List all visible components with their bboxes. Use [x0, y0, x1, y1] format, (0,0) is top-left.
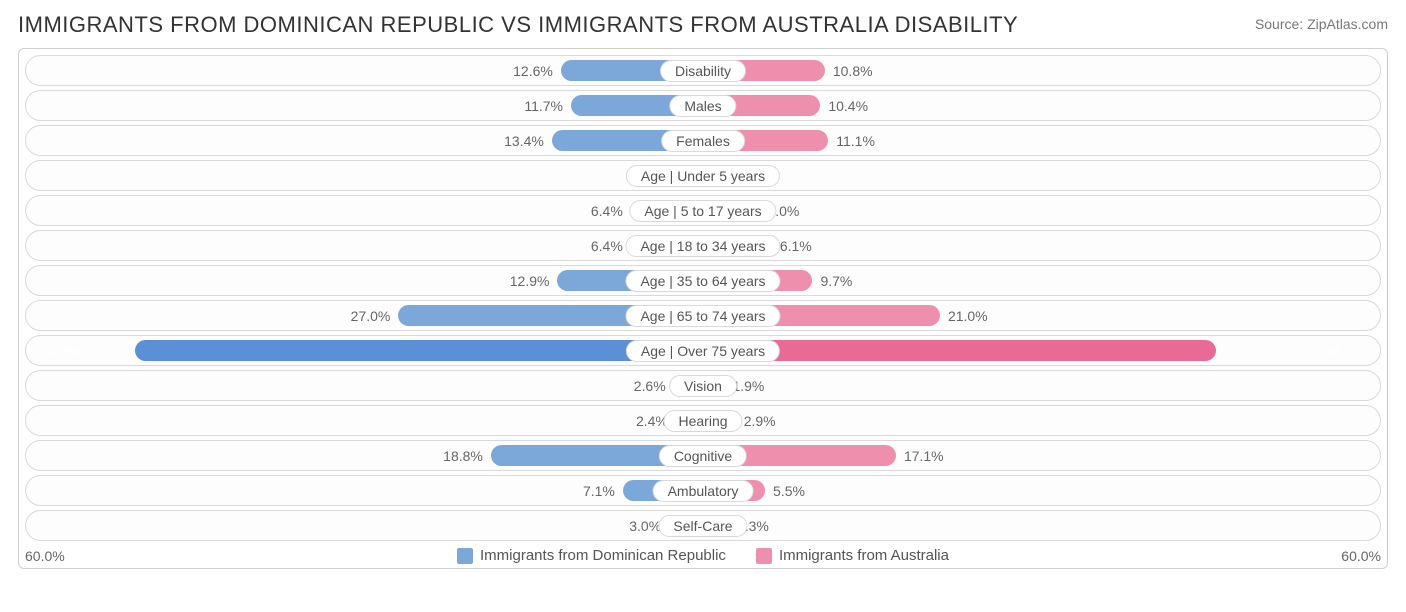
- chart-row: 1.1%1.2%Age | Under 5 years: [25, 160, 1381, 191]
- row-right-half: 9.7%: [703, 266, 1380, 295]
- row-left-half: 6.4%: [26, 231, 703, 260]
- row-right-half: 2.9%: [703, 406, 1380, 435]
- axis-max-right: 60.0%: [1341, 548, 1381, 564]
- bar-left: [135, 340, 703, 361]
- legend-item-left: Immigrants from Dominican Republic: [457, 547, 726, 564]
- value-label-left: 18.8%: [443, 441, 483, 470]
- value-label-left: 7.1%: [583, 476, 615, 505]
- chart-row: 50.3% 45.5% Age | Over 75 years: [25, 335, 1381, 366]
- chart-row: 11.7% 10.4% Males: [25, 90, 1381, 121]
- legend: Immigrants from Dominican Republic Immig…: [65, 547, 1342, 564]
- value-label-right: 45.5%: [1326, 336, 1366, 365]
- row-right-half: 17.1%: [703, 441, 1380, 470]
- category-label: Age | Under 5 years: [626, 165, 780, 187]
- chart-area: 12.6% 10.8% Disability 11.7% 10.4% Males 13.4%…: [18, 48, 1388, 569]
- row-right-half: 10.4%: [703, 91, 1380, 120]
- value-label-right: 17.1%: [904, 441, 944, 470]
- value-label-left: 6.4%: [591, 196, 623, 225]
- row-left-half: 11.7%: [26, 91, 703, 120]
- value-label-right: 5.5%: [773, 476, 805, 505]
- row-left-half: 6.4%: [26, 196, 703, 225]
- chart-footer: 60.0% Immigrants from Dominican Republic…: [25, 547, 1381, 564]
- row-right-half: 11.1%: [703, 126, 1380, 155]
- row-left-half: 13.4%: [26, 126, 703, 155]
- value-label-left: 2.6%: [634, 371, 666, 400]
- category-label: Ambulatory: [653, 480, 754, 502]
- bar-right: [703, 340, 1216, 361]
- row-left-half: 7.1%: [26, 476, 703, 505]
- row-right-half: 2.3%: [703, 511, 1380, 540]
- row-right-half: 6.1%: [703, 231, 1380, 260]
- header: IMMIGRANTS FROM DOMINICAN REPUBLIC VS IM…: [18, 12, 1388, 38]
- category-label: Disability: [660, 60, 746, 82]
- chart-row: 27.0% 21.0% Age | 65 to 74 years: [25, 300, 1381, 331]
- category-label: Hearing: [663, 410, 742, 432]
- chart-row: 7.1% 5.5% Ambulatory: [25, 475, 1381, 506]
- chart-row: 6.4% 5.0%Age | 5 to 17 years: [25, 195, 1381, 226]
- row-left-half: 2.4%: [26, 406, 703, 435]
- value-label-right: 10.8%: [833, 56, 873, 85]
- category-label: Age | 18 to 34 years: [625, 235, 780, 257]
- chart-title: IMMIGRANTS FROM DOMINICAN REPUBLIC VS IM…: [18, 12, 1018, 38]
- row-right-half: 45.5%: [703, 336, 1380, 365]
- row-left-half: 12.6%: [26, 56, 703, 85]
- row-right-half: 1.9%: [703, 371, 1380, 400]
- value-label-right: 10.4%: [828, 91, 868, 120]
- value-label-right: 21.0%: [948, 301, 988, 330]
- value-label-right: 9.7%: [820, 266, 852, 295]
- category-label: Females: [661, 130, 745, 152]
- value-label-left: 12.6%: [513, 56, 553, 85]
- value-label-left: 3.0%: [629, 511, 661, 540]
- chart-row: 12.6% 10.8% Disability: [25, 55, 1381, 86]
- value-label-left: 13.4%: [504, 126, 544, 155]
- value-label-right: 11.1%: [836, 126, 875, 155]
- legend-label-left: Immigrants from Dominican Republic: [480, 547, 726, 564]
- row-right-half: 5.0%: [703, 196, 1380, 225]
- legend-item-right: Immigrants from Australia: [756, 547, 949, 564]
- value-label-left: 11.7%: [524, 91, 563, 120]
- category-label: Age | 5 to 17 years: [629, 200, 776, 222]
- category-label: Males: [669, 95, 736, 117]
- category-label: Vision: [669, 375, 737, 397]
- row-left-half: 1.1%: [26, 161, 703, 190]
- row-right-half: 5.5%: [703, 476, 1380, 505]
- value-label-right: 2.9%: [744, 406, 776, 435]
- chart-row: 2.4% 2.9%Hearing: [25, 405, 1381, 436]
- row-left-half: 12.9%: [26, 266, 703, 295]
- source-label: Source: ZipAtlas.com: [1255, 12, 1388, 32]
- chart-row: 2.6% 1.9%Vision: [25, 370, 1381, 401]
- category-label: Age | 35 to 64 years: [625, 270, 780, 292]
- category-label: Age | Over 75 years: [626, 340, 780, 362]
- rows-container: 12.6% 10.8% Disability 11.7% 10.4% Males 13.4%…: [25, 55, 1381, 541]
- chart-row: 12.9% 9.7% Age | 35 to 64 years: [25, 265, 1381, 296]
- legend-swatch-left: [457, 548, 473, 564]
- category-label: Cognitive: [659, 445, 747, 467]
- value-label-left: 50.3%: [40, 336, 80, 365]
- chart-row: 13.4% 11.1% Females: [25, 125, 1381, 156]
- row-left-half: 27.0%: [26, 301, 703, 330]
- row-right-half: 10.8%: [703, 56, 1380, 85]
- row-left-half: 2.6%: [26, 371, 703, 400]
- category-label: Self-Care: [658, 515, 747, 537]
- legend-swatch-right: [756, 548, 772, 564]
- category-label: Age | 65 to 74 years: [625, 305, 780, 327]
- legend-label-right: Immigrants from Australia: [779, 547, 949, 564]
- value-label-left: 27.0%: [351, 301, 391, 330]
- row-left-half: 3.0%: [26, 511, 703, 540]
- row-left-half: 50.3%: [26, 336, 703, 365]
- value-label-right: 1.9%: [732, 371, 764, 400]
- axis-max-left: 60.0%: [25, 548, 65, 564]
- chart-row: 3.0% 2.3%Self-Care: [25, 510, 1381, 541]
- chart-row: 6.4% 6.1%Age | 18 to 34 years: [25, 230, 1381, 261]
- row-left-half: 18.8%: [26, 441, 703, 470]
- row-right-half: 1.2%: [703, 161, 1380, 190]
- value-label-right: 6.1%: [780, 231, 812, 260]
- row-right-half: 21.0%: [703, 301, 1380, 330]
- value-label-left: 12.9%: [510, 266, 550, 295]
- value-label-left: 6.4%: [591, 231, 623, 260]
- chart-row: 18.8% 17.1% Cognitive: [25, 440, 1381, 471]
